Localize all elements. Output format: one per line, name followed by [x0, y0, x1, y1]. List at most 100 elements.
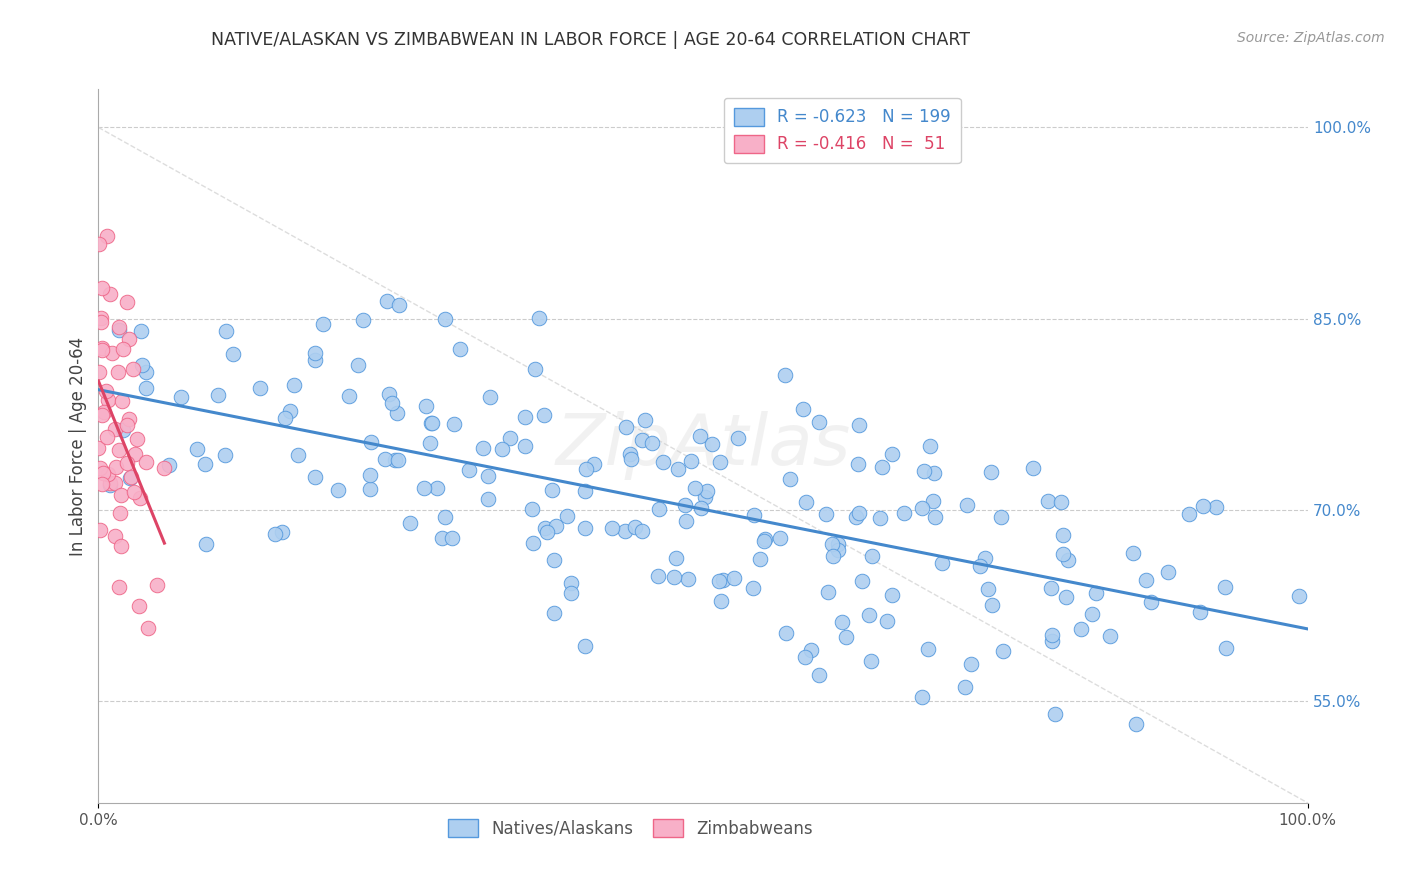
- Point: [312, 317, 335, 331]
- Point: [1070, 622, 1092, 636]
- Point: [89, 523, 111, 537]
- Point: [870, 460, 893, 475]
- Point: [723, 571, 745, 585]
- Point: [711, 573, 734, 587]
- Point: [1040, 627, 1063, 641]
- Point: [1125, 717, 1147, 731]
- Point: [387, 453, 409, 467]
- Point: [207, 388, 229, 402]
- Point: [122, 485, 145, 500]
- Point: [194, 457, 217, 471]
- Point: [108, 319, 131, 334]
- Point: [1045, 707, 1067, 722]
- Point: [543, 606, 565, 620]
- Point: [1022, 460, 1045, 475]
- Point: [101, 346, 124, 360]
- Point: [107, 442, 129, 457]
- Point: [415, 399, 437, 413]
- Point: [675, 514, 697, 528]
- Point: [912, 464, 935, 478]
- Point: [931, 556, 953, 570]
- Point: [769, 531, 792, 545]
- Point: [522, 536, 544, 550]
- Point: [876, 614, 898, 628]
- Point: [845, 510, 868, 524]
- Point: [170, 390, 193, 404]
- Point: [107, 365, 129, 379]
- Point: [690, 501, 713, 516]
- Point: [337, 390, 360, 404]
- Point: [1215, 641, 1237, 656]
- Point: [430, 531, 453, 545]
- Point: [689, 429, 711, 443]
- Point: [1213, 580, 1236, 594]
- Point: [1135, 573, 1157, 587]
- Point: [97, 467, 120, 481]
- Point: [91, 466, 114, 480]
- Point: [420, 416, 443, 430]
- Point: [980, 465, 1002, 479]
- Point: [98, 477, 121, 491]
- Point: [665, 550, 688, 565]
- Point: [969, 558, 991, 573]
- Point: [796, 495, 818, 509]
- Point: [104, 475, 127, 490]
- Point: [709, 455, 731, 469]
- Point: [111, 393, 134, 408]
- Point: [111, 342, 134, 356]
- Point: [304, 346, 326, 360]
- Point: [1122, 546, 1144, 560]
- Point: [973, 551, 995, 566]
- Point: [304, 353, 326, 368]
- Point: [990, 509, 1012, 524]
- Point: [695, 490, 717, 504]
- Point: [426, 481, 449, 495]
- Point: [574, 639, 596, 653]
- Point: [457, 463, 479, 477]
- Point: [472, 441, 495, 455]
- Point: [543, 553, 565, 567]
- Point: [499, 432, 522, 446]
- Point: [1039, 582, 1062, 596]
- Point: [536, 525, 558, 540]
- Point: [115, 295, 138, 310]
- Point: [107, 323, 129, 337]
- Point: [1288, 589, 1310, 603]
- Point: [360, 434, 382, 449]
- Point: [138, 621, 160, 635]
- Point: [827, 537, 849, 551]
- Point: [399, 516, 422, 530]
- Point: [96, 430, 118, 444]
- Point: [359, 467, 381, 482]
- Point: [848, 507, 870, 521]
- Point: [910, 690, 932, 705]
- Point: [120, 470, 142, 484]
- Point: [544, 519, 567, 533]
- Point: [1040, 633, 1063, 648]
- Text: NATIVE/ALASKAN VS ZIMBABWEAN IN LABOR FORCE | AGE 20-64 CORRELATION CHART: NATIVE/ALASKAN VS ZIMBABWEAN IN LABOR FO…: [211, 31, 970, 49]
- Point: [515, 439, 537, 453]
- Point: [359, 482, 381, 496]
- Point: [821, 537, 844, 551]
- Point: [1191, 499, 1213, 513]
- Point: [620, 451, 643, 466]
- Point: [1056, 553, 1078, 567]
- Point: [491, 442, 513, 457]
- Point: [1050, 494, 1073, 508]
- Point: [614, 524, 637, 539]
- Point: [860, 549, 883, 564]
- Point: [616, 420, 638, 434]
- Point: [911, 500, 934, 515]
- Point: [283, 378, 305, 392]
- Point: [807, 416, 830, 430]
- Point: [118, 332, 141, 346]
- Point: [955, 681, 977, 695]
- Point: [696, 483, 718, 498]
- Point: [271, 525, 294, 540]
- Point: [419, 436, 441, 450]
- Point: [574, 521, 596, 535]
- Point: [111, 423, 134, 437]
- Point: [328, 483, 350, 497]
- Point: [817, 585, 839, 599]
- Point: [96, 229, 118, 244]
